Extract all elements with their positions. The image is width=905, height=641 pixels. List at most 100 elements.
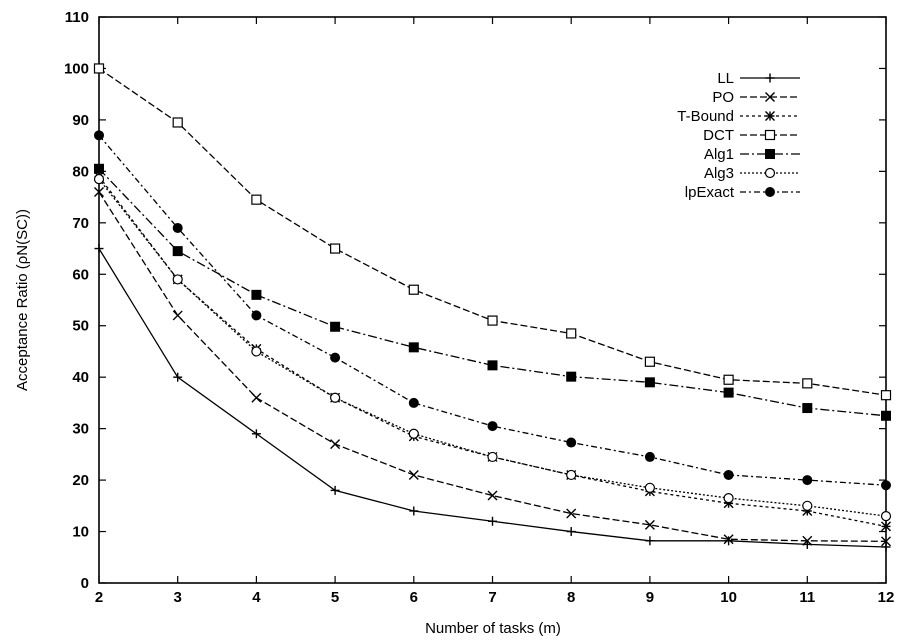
tick-labels: 2 3 4 5 6 7 8 9 10 11 12 0 10 20 30 40 50 60 70 80 90 100 110 <box>64 9 894 606</box>
data-point <box>724 536 734 546</box>
data-point <box>487 451 498 463</box>
data-point <box>765 149 775 159</box>
data-point <box>723 493 734 504</box>
data-point <box>880 390 892 401</box>
x-tick-label: 8 <box>567 589 575 606</box>
x-tick-label: 2 <box>95 589 103 606</box>
data-point <box>880 511 892 522</box>
data-point <box>409 506 419 516</box>
data-point <box>566 508 577 519</box>
series-lpexact <box>94 130 891 491</box>
y-tick-label: 60 <box>72 266 89 283</box>
data-point <box>765 187 775 197</box>
legend-item: T-Bound <box>677 108 800 125</box>
data-point <box>487 315 498 326</box>
y-tick-label: 50 <box>72 318 89 335</box>
x-tick-label: 12 <box>878 589 895 606</box>
legend-item: lpExact <box>685 184 800 201</box>
data-point <box>330 392 341 403</box>
data-point <box>408 469 419 480</box>
data-point <box>172 274 183 285</box>
y-tick-label: 110 <box>65 9 89 26</box>
data-point <box>566 527 576 537</box>
data-point <box>172 246 183 257</box>
data-point <box>251 429 261 439</box>
data-point <box>802 535 813 546</box>
data-point <box>94 244 104 254</box>
data-point <box>487 490 498 501</box>
x-tick-label: 7 <box>488 589 496 606</box>
data-point <box>644 482 656 493</box>
data-point <box>172 222 183 233</box>
legend-item: Alg3 <box>704 165 800 182</box>
data-point <box>173 372 183 382</box>
data-point <box>765 92 775 102</box>
series-dct <box>93 63 892 401</box>
data-point <box>723 374 734 385</box>
data-point <box>881 542 891 552</box>
data-point <box>881 410 891 421</box>
legend-item: PO <box>712 89 800 106</box>
data-point <box>765 73 775 83</box>
series-ll <box>94 244 891 552</box>
series-line <box>98 168 887 417</box>
data-point <box>93 63 105 74</box>
data-point <box>330 439 341 450</box>
data-point <box>645 536 655 546</box>
y-tick-label: 10 <box>72 524 89 541</box>
y-tick-label: 0 <box>81 575 89 592</box>
data-point <box>802 500 813 511</box>
data-point <box>487 360 498 371</box>
series-po <box>94 186 891 547</box>
data-point <box>94 130 104 141</box>
data-point <box>94 163 104 174</box>
legend-label: Alg3 <box>704 165 734 182</box>
legend-label: PO <box>712 89 734 106</box>
x-tick-label: 3 <box>174 589 182 606</box>
data-point <box>723 387 734 398</box>
data-point <box>723 534 734 545</box>
data-point <box>251 310 262 321</box>
series-line <box>98 178 887 517</box>
data-point <box>251 194 262 205</box>
y-tick-label: 100 <box>64 60 89 77</box>
data-point <box>251 346 262 357</box>
data-point <box>487 421 498 432</box>
x-tick-label: 11 <box>799 589 815 606</box>
series-line <box>98 176 887 528</box>
plot-frame <box>98 16 887 584</box>
legend-label: LL <box>717 70 734 87</box>
axes <box>98 16 887 584</box>
y-tick-label: 20 <box>72 472 89 489</box>
series-alg1 <box>94 163 891 421</box>
legend-item: Alg1 <box>704 146 800 163</box>
data-point <box>566 437 577 448</box>
data-point <box>566 328 577 339</box>
series-line <box>98 134 887 486</box>
legend-label: T-Bound <box>677 108 734 125</box>
y-tick-label: 30 <box>72 421 89 438</box>
data-point <box>330 485 340 495</box>
data-point <box>644 356 656 367</box>
data-point <box>881 480 891 491</box>
legend-label: DCT <box>703 127 734 144</box>
x-tick-label: 9 <box>646 589 654 606</box>
data-point <box>764 129 776 141</box>
data-point <box>881 521 891 532</box>
data-point <box>723 469 734 480</box>
y-tick-label: 90 <box>72 112 89 129</box>
data-point <box>881 536 891 547</box>
x-tick-label: 5 <box>331 589 339 606</box>
series-line <box>98 191 887 542</box>
data-point <box>566 371 577 382</box>
data-point <box>408 428 419 439</box>
legend-label: lpExact <box>685 184 735 201</box>
data-point <box>330 352 341 363</box>
data-point <box>644 377 655 388</box>
x-axis-label: Number of tasks (m) <box>425 620 561 637</box>
y-tick-label: 70 <box>72 215 89 232</box>
data-point <box>644 451 655 462</box>
data-point <box>251 289 262 300</box>
data-point <box>765 111 775 121</box>
data-point <box>644 519 655 530</box>
